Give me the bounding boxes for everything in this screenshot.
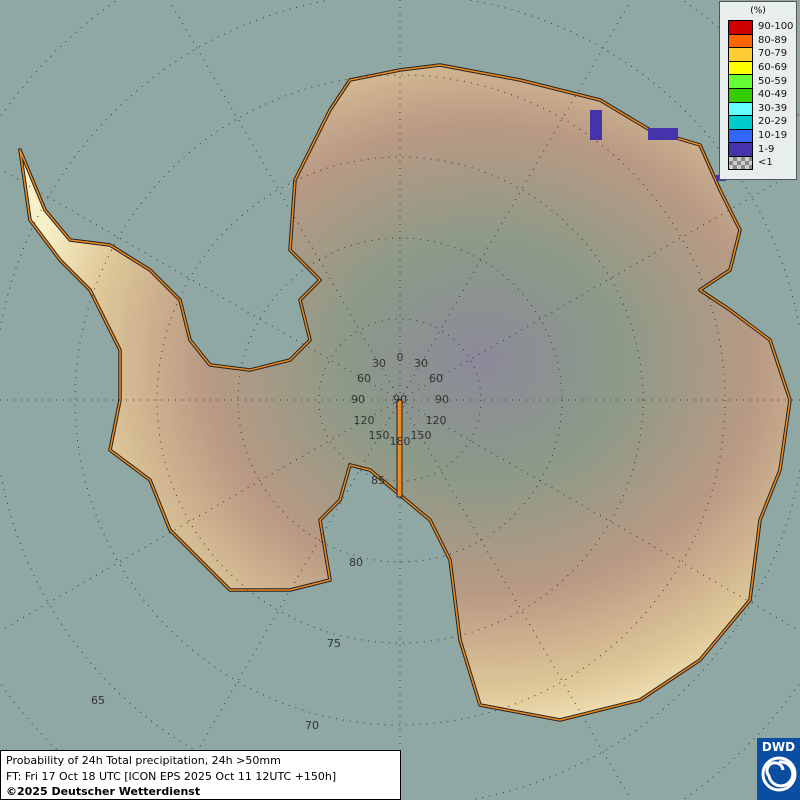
legend-item: 20-29 [728, 115, 796, 129]
latitude-label: 70 [305, 719, 319, 732]
legend-item: 50-59 [728, 74, 796, 88]
legend-swatch [728, 87, 753, 102]
meridian-label: 60 [429, 372, 443, 385]
meridian-label: 120 [354, 414, 375, 427]
legend-swatch [728, 74, 753, 88]
meridian-label: 0 [397, 351, 404, 364]
latitude-labels: 85 80 75 70 65 [91, 474, 385, 732]
meridian-label: 90 [351, 393, 365, 406]
latitude-label: 75 [327, 637, 341, 650]
legend-item: 70-79 [728, 47, 796, 61]
swirl-icon [761, 756, 796, 792]
legend-label: 40-49 [758, 89, 788, 101]
legend-label: 1-9 [758, 143, 775, 155]
legend-unit: (%) [750, 6, 766, 16]
latitude-circle [74, 74, 726, 726]
latitude-label: 65 [91, 694, 105, 707]
forecast-time: FT: Fri 17 Oct 18 UTC [ICON EPS 2025 Oct… [6, 769, 337, 783]
meridian-label: 120 [426, 414, 447, 427]
legend-item: <1 [728, 155, 796, 170]
legend-item: 30-39 [728, 101, 796, 116]
meridian-label: 90 [393, 393, 407, 406]
logo-text: DWD [761, 740, 796, 754]
meridian-labels: 0 30 30 60 60 90 90 90 120 120 150 150 1… [351, 351, 449, 448]
legend-swatch [728, 115, 753, 129]
meridian-label: 30 [372, 357, 386, 370]
legend-label: 20-29 [758, 116, 788, 128]
legend-swatch [728, 47, 753, 61]
legend-swatch [728, 142, 753, 156]
legend-label: 50-59 [758, 75, 788, 87]
legend-label: <1 [758, 157, 773, 169]
product-title: Probability of 24h Total precipitation, … [6, 754, 281, 767]
legend-swatch [728, 60, 753, 75]
meridian-label: 150 [411, 429, 432, 442]
meridian-label: 150 [369, 429, 390, 442]
latitude-label: 80 [349, 556, 363, 569]
legend-swatch [728, 155, 753, 170]
legend-label: 90-100 [758, 21, 794, 33]
legend: (%) 90-100 80-89 70-79 60-69 50-59 40-49 30-39… [719, 1, 797, 180]
legend-item: 80-89 [728, 33, 796, 48]
latitude-label: 85 [371, 474, 385, 487]
legend-item: 1-9 [728, 142, 796, 156]
legend-swatch [728, 128, 753, 143]
legend-label: 70-79 [758, 48, 788, 60]
meridian-label: 180 [390, 435, 411, 448]
precip-probability-patches [590, 110, 726, 181]
legend-label: 30-39 [758, 102, 788, 114]
legend-item: 10-19 [728, 128, 796, 143]
latitude-circle [318, 318, 482, 482]
legend-swatch [728, 20, 753, 34]
info-box: Probability of 24h Total precipitation, … [0, 750, 401, 800]
legend-item: 90-100 [728, 20, 796, 34]
latitude-circle [156, 156, 644, 644]
legend-label: 10-19 [758, 130, 788, 142]
coastline [19, 64, 791, 721]
legend-swatch [728, 33, 753, 48]
meridian-label: 90 [435, 393, 449, 406]
dateline-marker [396, 399, 403, 498]
legend-label: 60-69 [758, 62, 788, 74]
meridian-label: 30 [414, 357, 428, 370]
meridian-label: 60 [357, 372, 371, 385]
legend-item: 40-49 [728, 87, 796, 102]
legend-item: 60-69 [728, 60, 796, 75]
dwd-logo: DWD [757, 738, 800, 800]
copyright: ©2025 Deutscher Wetterdienst [6, 785, 201, 798]
legend-label: 80-89 [758, 34, 788, 46]
legend-swatch [728, 101, 753, 116]
